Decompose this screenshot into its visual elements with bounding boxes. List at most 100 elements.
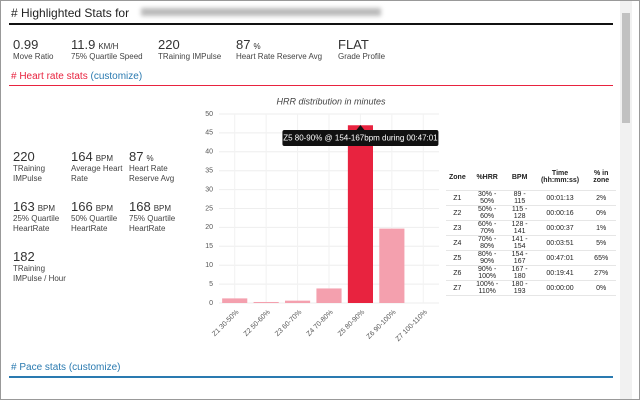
zone-table: Zone %HRR BPM Time (hh:mm:ss)% in zone Z1 30%… [446,164,616,296]
stat-number: 166 [71,199,93,214]
stat-label: Heart Rate Reserve Avg [129,164,175,183]
stat-label: TRaining IMPulse / Hour [13,264,66,283]
table-cell: Z4 [446,235,469,251]
stat-label: Heart Rate Reserve Avg [236,52,323,61]
blurred-name [141,8,381,16]
table-cell: Z7 [446,280,469,296]
stat: 87% Heart Rate Reserve Avg [129,149,184,184]
pace-customize[interactable]: (customize) [68,362,121,373]
stat-label: 75% Quartile HeartRate [129,214,176,233]
table-cell: 0% [586,205,616,221]
table-cell: 1% [586,220,616,236]
header-title: # Highlighted Stats for [11,6,130,20]
stat-value: 163 BPM [13,199,68,214]
stat-value: 11.9 KM/H [71,37,166,52]
table-cell: 50% - 60% [468,205,506,221]
table-row: Z4 70% - 80% 141 - 154 00:03:51 5% [446,235,616,251]
x-tick-label: Z5 80-90% [337,309,366,338]
table-cell: Z1 [446,190,469,206]
table-row: Z5 80% - 90% 154 - 167 00:47:01 65% [446,250,616,266]
stat: 0.99 Move Ratio [13,37,108,62]
x-tick-label: Z7 100-110% [395,309,429,343]
y-tick-label: 30 [205,186,213,193]
y-tick-label: 15 [205,243,213,250]
stat-value: 166 BPM [71,199,126,214]
hr-heading: # Heart rate stats (customize) [11,71,142,82]
pace-heading: # Pace stats (customize) [11,362,121,373]
table-row: Z3 60% - 70% 128 - 141 00:00:37 1% [446,220,616,236]
stat-label: TRaining IMPulse [158,52,222,61]
hr-title: # Heart rate stats [11,71,88,82]
stat: 220 TRaining IMPulse [13,149,68,184]
bar [347,125,373,303]
table-row: Z1 30% - 50% 89 - 115 00:01:13 2% [446,190,616,206]
pace-rule [9,376,613,378]
tooltip-text: Z5 80-90% @ 154-167bpm during 00:47:01 [283,134,438,143]
table-cell: 00:47:01 [533,250,587,266]
y-tick-label: 10 [205,262,213,269]
stat-unit: % [146,154,154,163]
stat-number: 220 [13,149,35,164]
stat-number: 164 [71,149,93,164]
table-header: BPM [505,164,534,191]
table-header: % in zone [586,164,616,191]
stat-value: 182 [13,249,68,264]
tooltip-box [282,130,439,146]
hr-customize[interactable]: (customize) [90,71,143,82]
stat-label: Move Ratio [13,52,54,61]
x-tick-label: Z4 70-80% [306,309,335,338]
y-tick-label: 45 [205,130,213,137]
stat-label: 75% Quartile Speed [71,52,143,61]
y-tick-label: 35 [205,168,213,175]
table-header: Time (hh:mm:ss) [533,164,587,191]
table-cell: 00:00:37 [533,220,587,236]
y-tick-label: 20 [205,224,213,231]
stat-number: 87 [129,149,144,164]
bar [285,300,311,303]
stat: 220 TRaining IMPulse [158,37,253,62]
table-cell: 90% - 100% [468,265,506,281]
stat-value: FLAT [338,37,433,52]
table-cell: 80% - 90% [468,250,506,266]
stat: 164 BPM Average Heart Rate [71,149,126,184]
y-tick-label: 5 [209,281,213,288]
stat-unit: BPM [153,204,172,213]
stat-unit: BPM [95,154,114,163]
table-cell: 00:03:51 [533,235,587,251]
table-cell: Z6 [446,265,469,281]
stat-value: 220 [13,149,68,164]
stat: 166 BPM 50% Quartile HeartRate [71,199,126,234]
chart-title: HRR distribution in minutes [276,96,386,106]
table-cell: 00:01:13 [533,190,587,206]
stat-unit: BPM [95,204,114,213]
x-tick-label: Z3 60-70% [274,309,303,338]
stat: 168 BPM 75% Quartile HeartRate [129,199,184,234]
table-cell: 65% [586,250,616,266]
stat-value: 220 [158,37,253,52]
stat-label: TRaining IMPulse [13,164,46,183]
table-header: Zone [446,164,469,191]
scroll-thumb[interactable] [622,13,630,123]
table-cell: Z3 [446,220,469,236]
stat: 182 TRaining IMPulse / Hour [13,249,68,284]
stat: 11.9 KM/H 75% Quartile Speed [71,37,166,62]
table-cell: 27% [586,265,616,281]
y-tick-label: 0 [209,300,213,307]
stat-label: 50% Quartile HeartRate [71,214,118,233]
table-cell: 180 - 193 [505,280,534,296]
table-cell: Z5 [446,250,469,266]
stat-number: 0.99 [13,37,39,52]
y-tick-label: 25 [205,205,213,212]
stat-value: 87% [236,37,331,52]
table-row: Z7 100% - 110% 180 - 193 00:00:00 0% [446,280,616,296]
table-cell: 2% [586,190,616,206]
stat-label: 25% Quartile HeartRate [13,214,60,233]
bar [379,228,405,303]
table-cell: 30% - 50% [468,190,506,206]
table-header: %HRR [468,164,506,191]
stat-value: 0.99 [13,37,108,52]
table-cell: Z2 [446,205,469,221]
stat-unit: % [253,42,261,51]
